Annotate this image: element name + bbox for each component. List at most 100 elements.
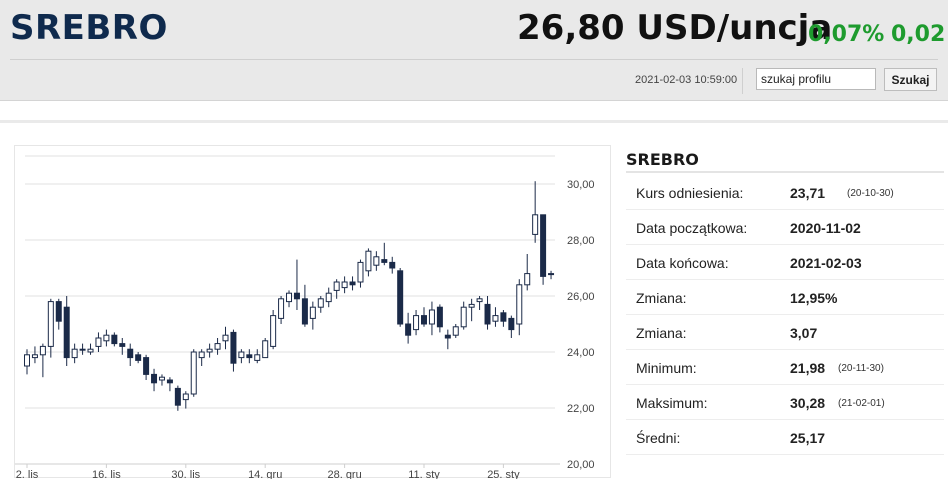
stats-label: Zmiana:	[636, 325, 687, 341]
y-tick-label: 24,00	[567, 347, 595, 359]
candle-body-down	[119, 343, 126, 347]
candle-body-up	[182, 393, 189, 401]
change-absolute: 0,02	[891, 22, 946, 47]
stats-value: 12,95%	[790, 290, 838, 306]
candle-body-down	[349, 281, 356, 286]
candle-body-up	[309, 306, 316, 319]
candle-body-down	[421, 315, 427, 325]
content-panel: 30,00 28,00 26,00 24,00 22,00 20,00 2. lis 16. …	[0, 120, 948, 479]
stats-note: (20-10-30)	[847, 188, 894, 199]
header-divider	[10, 59, 938, 60]
y-tick-label: 22,00	[567, 403, 595, 415]
stats-note: (21-02-01)	[838, 398, 885, 409]
stats-label: Data początkowa:	[636, 220, 748, 236]
candle-body-up	[333, 281, 340, 291]
candle-body-up	[317, 298, 324, 308]
stats-row-start-date: Data początkowa: 2020-11-02	[626, 211, 944, 245]
page-title: SREBRO	[10, 8, 168, 48]
stats-note: (20-11-30)	[838, 363, 884, 374]
candle-body-down	[389, 261, 396, 269]
candle-body-down	[63, 306, 70, 359]
y-tick-label: 26,00	[567, 291, 595, 303]
candle-body-up	[548, 273, 555, 276]
stats-value: 3,07	[790, 325, 818, 341]
stats-label: Zmiana:	[636, 290, 687, 306]
stats-row-reference: Kurs odniesienia: 23,71 (20-10-30)	[626, 176, 944, 210]
candle-body-down	[127, 348, 134, 359]
candle-body-up	[198, 351, 205, 359]
candle-body-up	[492, 315, 499, 322]
candle-body-up	[476, 298, 483, 303]
candle-body-up	[278, 298, 285, 319]
stats-title: SREBRO	[626, 150, 699, 169]
candle-body-up	[47, 301, 54, 347]
stats-label: Kurs odniesienia:	[636, 185, 744, 201]
candle-body-down	[444, 334, 451, 339]
stats-value: 21,98	[790, 360, 826, 376]
stats-row-average: Średni: 25,17	[626, 421, 944, 455]
toolbar-separator	[742, 68, 743, 94]
stats-value: 25,17	[790, 430, 826, 446]
candle-body-up	[87, 348, 94, 353]
candle-body-up	[24, 354, 30, 367]
stats-label: Minimum:	[636, 360, 697, 376]
candle-body-up	[460, 306, 467, 328]
stats-row-change-abs: Zmiana: 3,07	[626, 316, 944, 350]
change-percent: 0,07%	[808, 22, 885, 47]
price-display: 26,80 USD/uncja	[517, 8, 833, 48]
candle-body-up	[452, 326, 459, 336]
stats-label: Średni:	[636, 430, 681, 446]
candle-body-up	[532, 214, 539, 235]
candlestick-chart: 30,00 28,00 26,00 24,00 22,00 20,00 2. lis 16. …	[15, 155, 595, 479]
candle-body-up	[286, 292, 293, 303]
search-button[interactable]: Szukaj	[884, 68, 937, 91]
candle-body-up	[341, 281, 348, 289]
stats-row-maximum: Maksimum: 30,28 (21-02-01)	[626, 386, 944, 420]
candle-body-up	[254, 354, 261, 361]
x-tick-label: 16. lis	[92, 469, 121, 479]
candle-body-down	[151, 373, 158, 384]
stats-row-minimum: Minimum: 21,98 (20-11-30)	[626, 351, 944, 385]
candle-body-down	[484, 303, 491, 325]
candle-body-up	[222, 334, 229, 342]
candle-body-down	[540, 214, 547, 277]
stats-label: Data końcowa:	[636, 255, 729, 271]
x-tick-label: 14. gru	[248, 469, 282, 479]
chart-container: 30,00 28,00 26,00 24,00 22,00 20,00 2. lis 16. …	[14, 145, 611, 479]
candle-body-down	[246, 354, 253, 359]
candle-body-up	[428, 309, 435, 325]
candle-body-down	[143, 357, 150, 375]
candle-body-up	[524, 273, 531, 286]
candle-body-up	[238, 351, 245, 359]
candle-body-down	[405, 323, 412, 336]
candle-body-down	[301, 298, 308, 325]
stats-value: 30,28	[790, 395, 826, 411]
candle-body-up	[71, 348, 78, 359]
candle-body-down	[230, 331, 237, 364]
x-tick-label: 28. gru	[327, 469, 361, 479]
candle-body-up	[31, 354, 38, 359]
candle-body-up	[214, 343, 221, 350]
candle-body-up	[190, 351, 197, 395]
candle-body-up	[468, 303, 475, 308]
y-tick-label: 20,00	[567, 459, 595, 471]
candle-body-down	[500, 312, 507, 322]
candle-body-up	[262, 340, 269, 359]
stats-row-end-date: Data końcowa: 2021-02-03	[626, 246, 944, 280]
candle-body-up	[365, 250, 372, 272]
candle-body-down	[381, 259, 388, 263]
candle-body-up	[373, 256, 380, 266]
timestamp: 2021-02-03 10:59:00	[635, 74, 738, 86]
candle-body-down	[508, 317, 515, 331]
candle-body-up	[413, 315, 420, 331]
x-tick-label: 30. lis	[171, 469, 200, 479]
candle-body-up	[516, 284, 523, 325]
candle-body-down	[436, 306, 443, 328]
candle-body-up	[79, 348, 86, 351]
y-tick-label: 28,00	[567, 235, 595, 247]
y-tick-label: 30,00	[567, 179, 595, 191]
search-profile-input[interactable]	[756, 68, 876, 90]
candle-body-down	[55, 301, 62, 322]
candle-body-down	[293, 292, 300, 300]
x-tick-label: 25. sty	[487, 469, 520, 479]
